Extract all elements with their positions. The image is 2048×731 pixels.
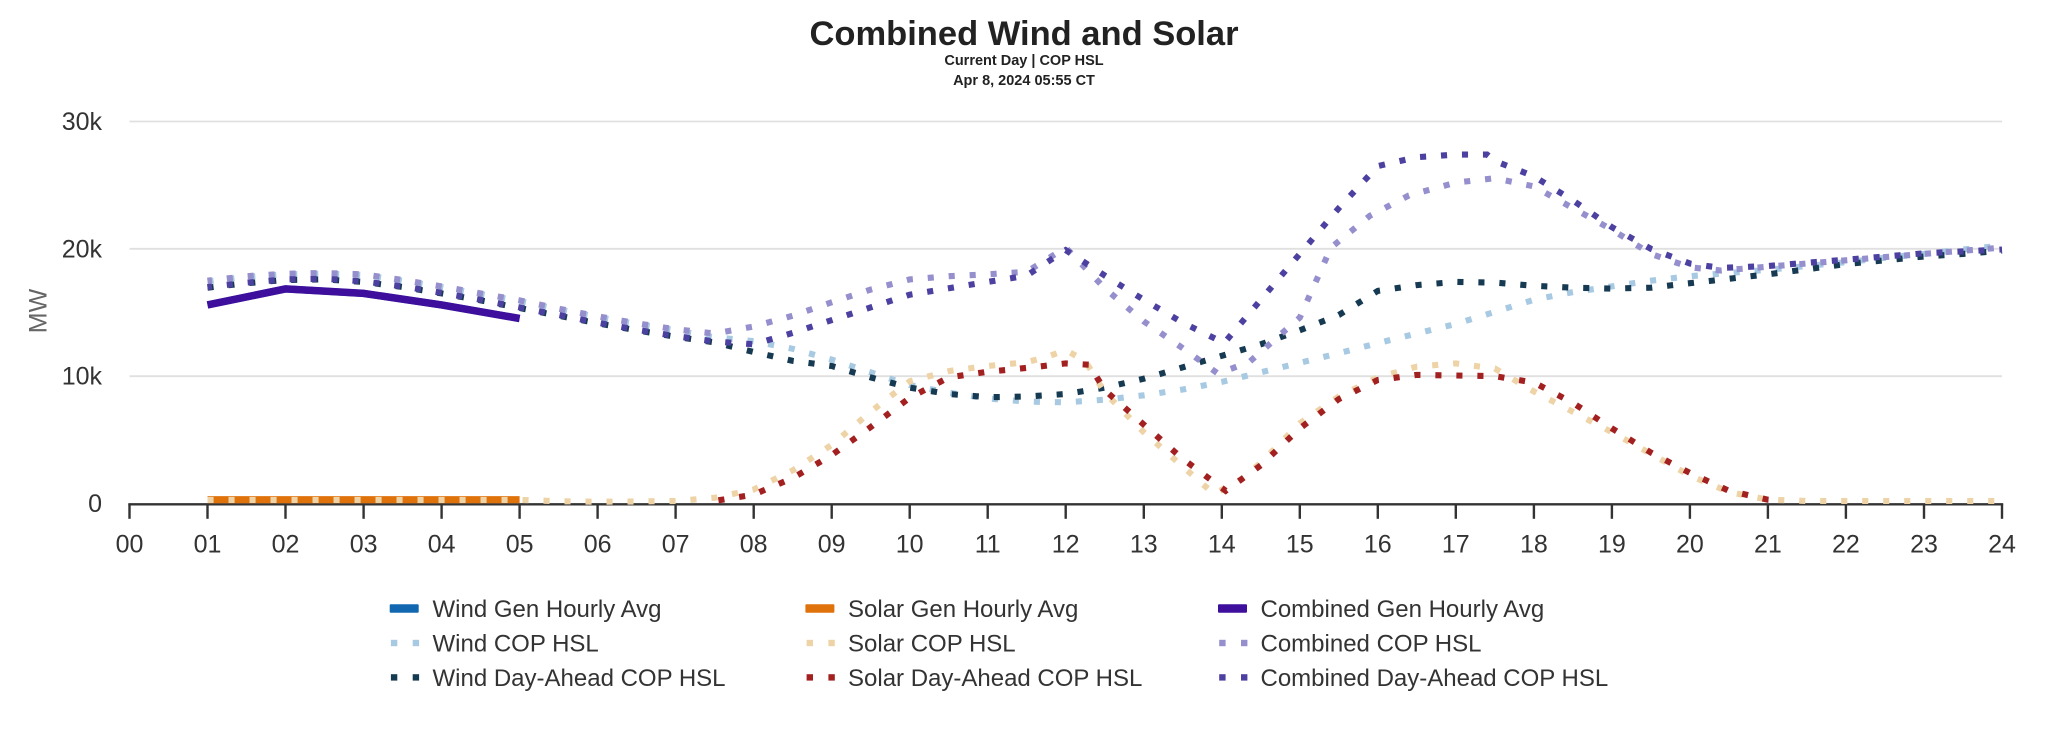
svg-text:17: 17 (1442, 531, 1470, 559)
svg-text:22: 22 (1832, 531, 1860, 559)
svg-text:02: 02 (272, 531, 300, 559)
svg-text:Combined Gen Hourly Avg: Combined Gen Hourly Avg (1261, 596, 1545, 623)
svg-text:10: 10 (896, 531, 924, 559)
svg-text:05: 05 (506, 531, 534, 559)
svg-text:23: 23 (1910, 531, 1938, 559)
svg-text:00: 00 (116, 531, 144, 559)
svg-text:Solar COP HSL: Solar COP HSL (848, 631, 1016, 658)
svg-text:Wind Day-Ahead COP HSL: Wind Day-Ahead COP HSL (433, 665, 726, 692)
svg-text:30k: 30k (62, 108, 103, 136)
svg-text:20: 20 (1676, 531, 1704, 559)
svg-text:21: 21 (1754, 531, 1782, 559)
svg-text:0: 0 (88, 490, 102, 518)
svg-text:16: 16 (1364, 531, 1392, 559)
svg-text:01: 01 (194, 531, 222, 559)
svg-text:Combined Day-Ahead COP HSL: Combined Day-Ahead COP HSL (1261, 665, 1609, 692)
svg-text:03: 03 (350, 531, 378, 559)
svg-text:14: 14 (1208, 531, 1236, 559)
svg-text:Combined Wind and Solar: Combined Wind and Solar (809, 15, 1238, 53)
svg-text:Apr 8, 2024 05:55 CT: Apr 8, 2024 05:55 CT (953, 73, 1095, 89)
svg-text:24: 24 (1988, 531, 2016, 559)
svg-text:Solar Day-Ahead COP HSL: Solar Day-Ahead COP HSL (848, 665, 1142, 692)
svg-text:04: 04 (428, 531, 456, 559)
svg-text:19: 19 (1598, 531, 1626, 559)
svg-text:20k: 20k (62, 235, 103, 263)
svg-text:10k: 10k (62, 363, 103, 391)
svg-text:Combined COP HSL: Combined COP HSL (1261, 631, 1482, 658)
svg-text:15: 15 (1286, 531, 1314, 559)
svg-text:MW: MW (25, 288, 53, 333)
svg-text:Current Day | COP HSL: Current Day | COP HSL (944, 53, 1103, 69)
svg-text:06: 06 (584, 531, 612, 559)
svg-text:Wind Gen Hourly Avg: Wind Gen Hourly Avg (433, 596, 662, 623)
svg-text:Wind COP HSL: Wind COP HSL (433, 631, 599, 658)
svg-text:Solar Gen Hourly Avg: Solar Gen Hourly Avg (848, 596, 1078, 623)
svg-text:07: 07 (662, 531, 690, 559)
svg-text:08: 08 (740, 531, 768, 559)
svg-text:11: 11 (975, 531, 1001, 559)
svg-text:18: 18 (1520, 531, 1548, 559)
svg-text:12: 12 (1052, 531, 1080, 559)
svg-text:13: 13 (1130, 531, 1158, 559)
svg-text:09: 09 (818, 531, 846, 559)
